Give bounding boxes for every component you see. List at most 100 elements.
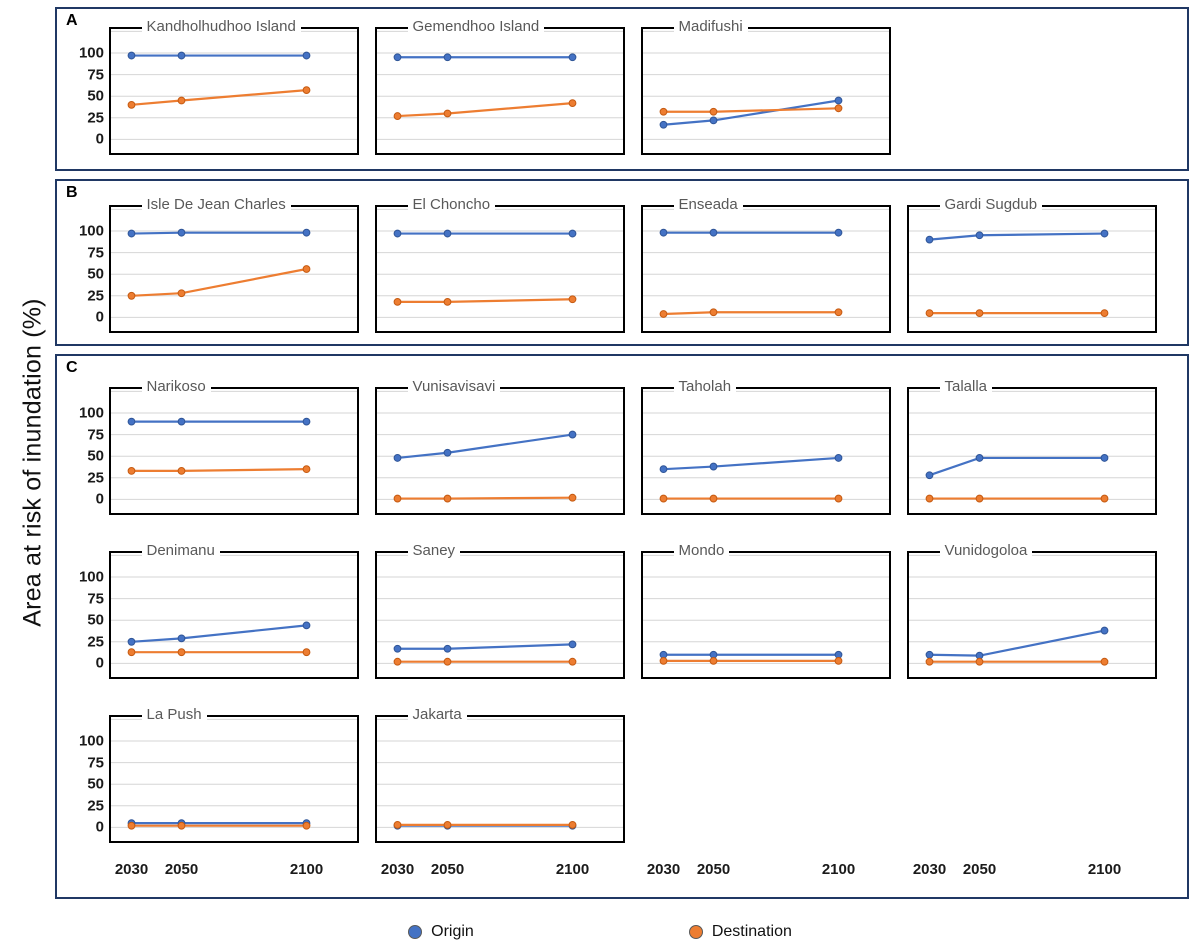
chart-plot	[641, 551, 891, 679]
y-tick-gutter: 100 75 50 25 0	[57, 715, 109, 843]
chart-frame	[109, 27, 359, 155]
destination-marker	[975, 309, 984, 318]
chart-plot	[109, 27, 359, 155]
destination-marker	[659, 494, 668, 503]
y-tick-label: 0	[95, 818, 104, 836]
y-tick-label: 25	[87, 287, 104, 305]
chart-frame	[109, 205, 359, 333]
destination-line	[397, 298, 573, 303]
chart-title: La Push	[141, 706, 207, 724]
origin-marker	[443, 448, 452, 457]
destination-marker	[302, 821, 311, 830]
origin-line	[397, 643, 573, 650]
panel-A: A 100 75 50 25 0 Kandholhudhoo Island Gemendhoo…	[55, 7, 1189, 171]
destination-marker	[659, 107, 668, 116]
origin-line	[397, 433, 573, 460]
chart-frame	[907, 551, 1157, 679]
origin-marker	[1100, 229, 1109, 238]
y-tick-gutter: 100 75 50 25 0	[57, 387, 109, 515]
chart-row: 100 75 50 25 0 Kandholhudhoo Island Gemendhoo …	[57, 18, 1187, 155]
chart-title: Isle De Jean Charles	[141, 196, 291, 214]
chart-frame	[641, 387, 891, 515]
chart-plot	[109, 205, 359, 333]
destination-line	[397, 496, 573, 500]
origin-marker	[443, 644, 452, 653]
x-tick-label: 2030	[114, 861, 149, 878]
origin-marker	[925, 650, 934, 659]
chart-denimanu: Denimanu	[109, 542, 359, 679]
chart-row: 100 75 50 25 0 Denimanu Saney Mondo Vunidogoloa	[57, 542, 1187, 679]
origin-marker	[709, 116, 718, 125]
origin-marker	[568, 229, 577, 238]
chart-title: Taholah	[673, 378, 737, 396]
chart-plot	[641, 205, 891, 333]
chart-title: Gemendhoo Island	[407, 18, 545, 36]
y-tick-label: 25	[87, 797, 104, 815]
origin-marker	[443, 53, 452, 62]
chart-frame	[375, 715, 625, 843]
x-axis-slot: 2030 2050 2100	[641, 861, 891, 885]
destination-marker	[568, 657, 577, 666]
chart-plot	[907, 551, 1157, 679]
x-tick-label: 2050	[696, 861, 731, 878]
chart-frame	[109, 387, 359, 515]
chart-row: 100 75 50 25 0 La Push Jakarta	[57, 706, 1187, 843]
origin-marker	[393, 644, 402, 653]
chart-gemendhoo-island: Gemendhoo Island	[375, 18, 625, 155]
destination-marker	[659, 656, 668, 665]
y-tick-label: 100	[78, 568, 104, 586]
legend-item-origin: Origin	[408, 923, 474, 941]
origin-marker	[659, 228, 668, 237]
destination-marker	[1100, 657, 1109, 666]
y-tick-label: 75	[87, 754, 104, 772]
x-tick-label: 2030	[912, 861, 947, 878]
y-tick-label: 50	[87, 611, 104, 629]
legend-label: Destination	[711, 923, 792, 940]
destination-marker	[127, 648, 136, 657]
x-tick-label: 2100	[289, 861, 324, 878]
chart-title: Mondo	[673, 542, 730, 560]
origin-marker	[568, 53, 577, 62]
chart-plot	[375, 205, 625, 333]
destination-marker	[443, 820, 452, 829]
x-tick-label: 2030	[646, 861, 681, 878]
panel-C: C 100 75 50 25 0 Narikoso Vunisavisavi Taholah Ta…	[55, 354, 1189, 899]
chart-kandholhudhoo-island: Kandholhudhoo Island	[109, 18, 359, 155]
origin-marker	[302, 228, 311, 237]
origin-marker	[659, 120, 668, 129]
origin-line	[929, 232, 1105, 241]
chart-title: Vunidogoloa	[939, 542, 1033, 560]
chart-frame	[375, 387, 625, 515]
origin-marker	[1100, 626, 1109, 635]
destination-marker	[443, 109, 452, 118]
y-tick-label: 100	[78, 222, 104, 240]
legend-item-destination: Destination	[688, 923, 792, 941]
chart-madifushi: Madifushi	[641, 18, 891, 155]
y-tick-label: 0	[95, 308, 104, 326]
panel-letter-C: C	[66, 359, 78, 376]
destination-line	[663, 311, 839, 316]
chart-taholah: Taholah	[641, 378, 891, 515]
y-tick-label: 75	[87, 426, 104, 444]
origin-line	[131, 624, 307, 643]
destination-marker	[834, 104, 843, 113]
chart-la-push: La Push	[109, 706, 359, 843]
destination-marker	[393, 297, 402, 306]
chart-vunisavisavi: Vunisavisavi	[375, 378, 625, 515]
destination-marker	[302, 648, 311, 657]
x-axis-slot: 2030 2050 2100	[907, 861, 1157, 885]
origin-marker	[177, 417, 186, 426]
y-tick-label: 100	[78, 404, 104, 422]
y-tick-gutter: 100 75 50 25 0	[57, 205, 109, 333]
x-tick-label: 2050	[164, 861, 199, 878]
origin-marker	[177, 228, 186, 237]
y-tick-label: 50	[87, 87, 104, 105]
origin-line	[929, 456, 1105, 477]
legend: Origin Destination	[0, 916, 1200, 948]
chart-enseada: Enseada	[641, 196, 891, 333]
y-tick-label: 50	[87, 775, 104, 793]
panel-letter-A: A	[66, 12, 78, 29]
y-tick-label: 25	[87, 633, 104, 651]
x-axis-slot: 2030 2050 2100	[109, 861, 359, 885]
